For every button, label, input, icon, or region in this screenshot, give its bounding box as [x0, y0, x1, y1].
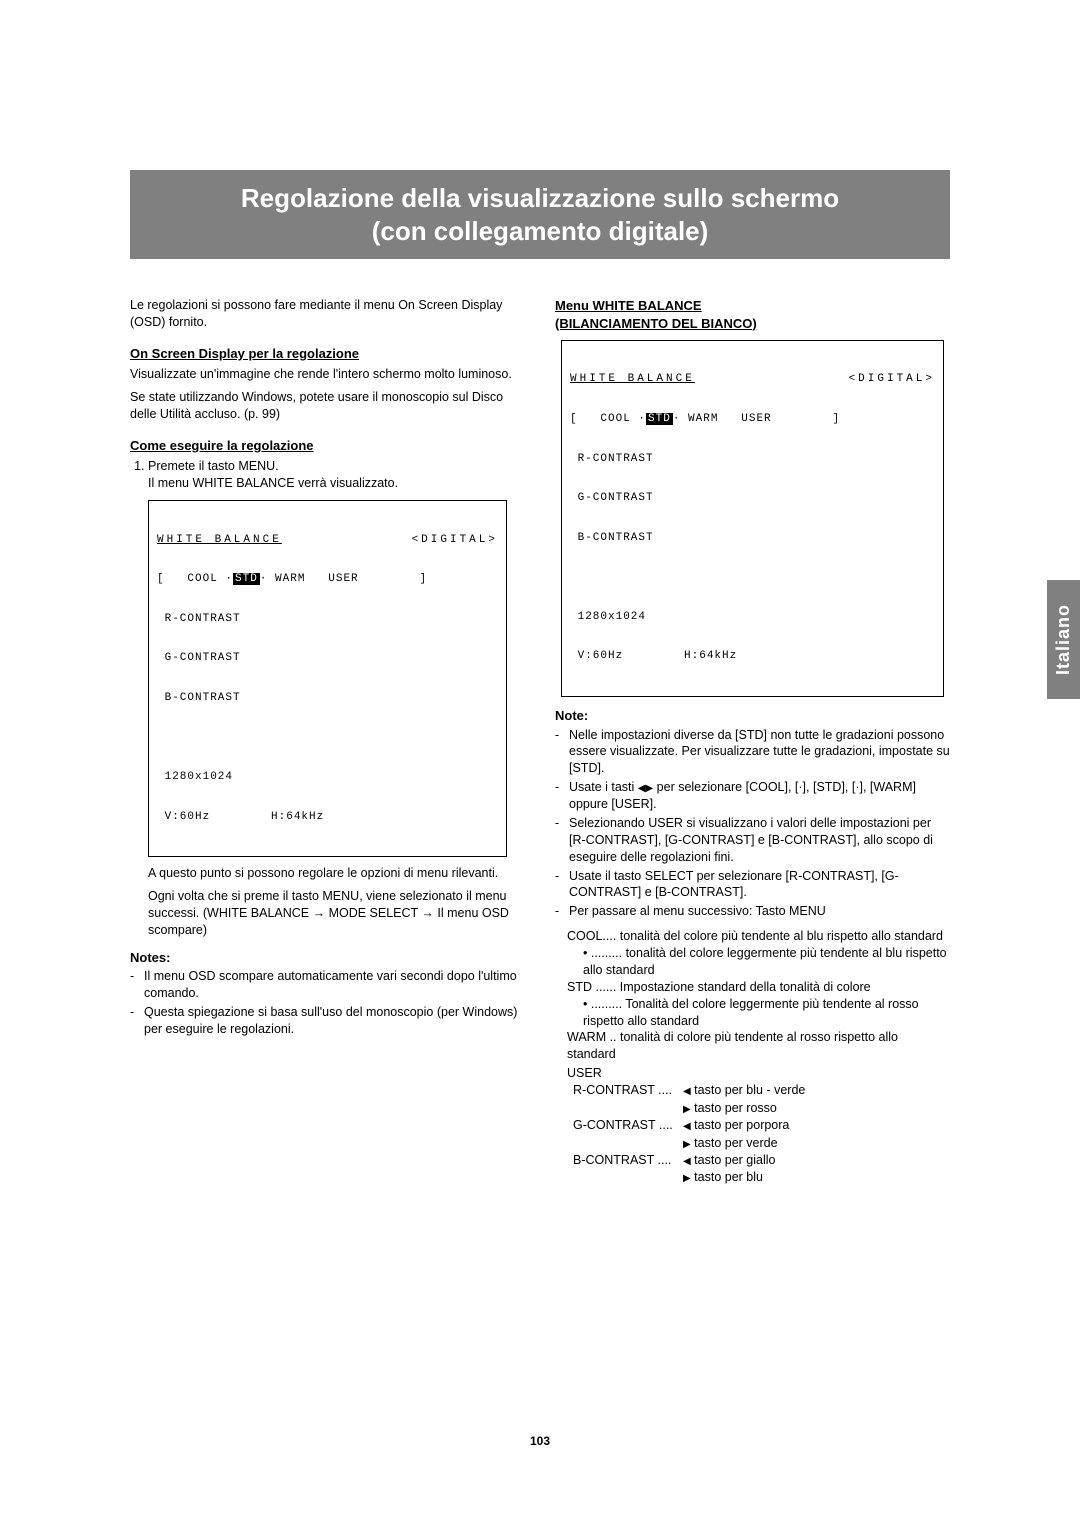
osd-r-contrast-r: R-CONTRAST — [570, 453, 935, 466]
osd-row-pre: [ COOL · — [157, 573, 233, 585]
desc-warm: WARM .. tonalità di colore più tendente … — [567, 1029, 950, 1063]
n2a: Usate i tasti — [569, 780, 638, 794]
rc-label: R-CONTRAST .... — [573, 1082, 683, 1099]
desc-cool-sub: • ......... tonalità del colore leggerme… — [583, 945, 950, 979]
step1b-text: Il menu WHITE BALANCE verrà visualizzato… — [148, 476, 398, 490]
step1-text: Premete il tasto MENU. — [148, 459, 279, 473]
color-descriptions: COOL.... tonalità del colore più tendent… — [561, 928, 950, 1186]
note-item: -Selezionando USER si visualizzano i val… — [555, 815, 950, 866]
notes-list-left: -Il menu OSD scompare automaticamente va… — [130, 968, 525, 1038]
desc-std: STD ...... Impostazione standard della t… — [567, 979, 950, 996]
osd-vh: V:60Hz H:64kHz — [157, 811, 498, 824]
osd-title-r: WHITE BALANCE — [570, 373, 695, 386]
osd-row-post-r: · WARM USER ] — [673, 413, 840, 425]
rc-left: tasto per blu - verde — [691, 1083, 806, 1097]
step-1: Premete il tasto MENU. Il menu WHITE BAL… — [148, 458, 525, 492]
left-arrow-icon — [683, 1153, 691, 1167]
osd-preview-left: WHITE BALANCE <DIGITAL> [ COOL ·STD· WAR… — [148, 500, 507, 857]
gc-right: tasto per verde — [691, 1136, 778, 1150]
osd-resolution: 1280x1024 — [157, 771, 498, 784]
gc-label: G-CONTRAST .... — [573, 1117, 683, 1134]
b-contrast-row: B-CONTRAST .... tasto per giallo — [573, 1152, 950, 1169]
osd-g-contrast-r: G-CONTRAST — [570, 492, 935, 505]
note-item: - Usate i tasti per selezionare [COOL], … — [555, 779, 950, 813]
right-arrow-icon — [683, 1101, 691, 1115]
after-osd-p2: Ogni volta che si preme il tasto MENU, v… — [148, 888, 525, 939]
left-arrow-icon — [683, 1083, 691, 1097]
g-contrast-sub: tasto per verde — [683, 1135, 950, 1152]
intro-text: Le regolazioni si possono fare mediante … — [130, 297, 525, 331]
page-title: Regolazione della visualizzazione sullo … — [148, 182, 932, 247]
after-osd-p1: A questo punto si possono regolare le op… — [148, 865, 525, 882]
osd-b-contrast: B-CONTRAST — [157, 692, 498, 705]
heading-osd-adjust: On Screen Display per la regolazione — [130, 345, 525, 363]
desc-std-sub: • ......... Tonalità del colore leggerme… — [583, 996, 950, 1030]
right-arrow-icon — [683, 1136, 691, 1150]
b-contrast-sub: tasto per blu — [683, 1169, 950, 1186]
osd-resolution-r: 1280x1024 — [570, 611, 935, 624]
title-l1: Regolazione della visualizzazione sullo … — [241, 183, 839, 213]
osd-b-contrast-r: B-CONTRAST — [570, 532, 935, 545]
left-column: Le regolazioni si possono fare mediante … — [130, 297, 525, 1186]
page-number: 103 — [0, 1434, 1080, 1448]
rc-right: tasto per rosso — [691, 1101, 777, 1115]
heading-menu-wb: Menu WHITE BALANCE (BILANCIAMENTO DEL BI… — [555, 297, 950, 332]
gc-left: tasto per porpora — [691, 1118, 790, 1132]
bc-right: tasto per blu — [691, 1170, 763, 1184]
desc-cool: COOL.... tonalità del colore più tendent… — [567, 928, 950, 945]
left-arrow-icon — [683, 1118, 691, 1132]
note-heading-right: Note: — [555, 707, 950, 725]
r-contrast-sub: tasto per rosso — [683, 1100, 950, 1117]
right-column: Menu WHITE BALANCE (BILANCIAMENTO DEL BI… — [555, 297, 950, 1186]
osd-std-r: STD — [646, 413, 673, 425]
osd-digital-label: <DIGITAL> — [412, 534, 498, 547]
title-l2: (con collegamento digitale) — [372, 216, 709, 246]
content-columns: Le regolazioni si possono fare mediante … — [130, 297, 950, 1186]
osd-row-post: · WARM USER ] — [260, 573, 427, 585]
r-contrast-row: R-CONTRAST .... tasto per blu - verde — [573, 1082, 950, 1099]
right-arrow-icon — [683, 1170, 691, 1184]
osd-preview-right: WHITE BALANCE <DIGITAL> [ COOL ·STD· WAR… — [561, 340, 944, 697]
bc-left: tasto per giallo — [691, 1153, 776, 1167]
menu-wb-l1: Menu WHITE BALANCE — [555, 298, 702, 313]
note-item: -Usate il tasto SELECT per selezionare [… — [555, 868, 950, 902]
osd-vh-r: V:60Hz H:64kHz — [570, 650, 935, 663]
title-banner: Regolazione della visualizzazione sullo … — [130, 170, 950, 259]
osd-digital-r: <DIGITAL> — [849, 373, 935, 386]
osd-title: WHITE BALANCE — [157, 534, 282, 547]
osd-adjust-p1: Visualizzate un'immagine che rende l'int… — [130, 366, 525, 383]
menu-wb-l2: (BILANCIAMENTO DEL BIANCO) — [555, 316, 757, 331]
steps-list: Premete il tasto MENU. Il menu WHITE BAL… — [148, 458, 525, 492]
desc-user: USER — [567, 1065, 950, 1082]
language-tab: Italiano — [1047, 580, 1080, 699]
osd-row-pre-r: [ COOL · — [570, 413, 646, 425]
osd-g-contrast: G-CONTRAST — [157, 652, 498, 665]
osd-std-selected: STD — [233, 573, 260, 585]
notes-heading-left: Notes: — [130, 949, 525, 967]
note-item: -Questa spiegazione si basa sull'uso del… — [130, 1004, 525, 1038]
bc-label: B-CONTRAST .... — [573, 1152, 683, 1169]
notes-list-right: -Nelle impostazioni diverse da [STD] non… — [555, 727, 950, 921]
osd-r-contrast: R-CONTRAST — [157, 613, 498, 626]
note-item: -Per passare al menu successivo: Tasto M… — [555, 903, 950, 920]
heading-how-adjust: Come eseguire la regolazione — [130, 437, 525, 455]
note-item: -Il menu OSD scompare automaticamente va… — [130, 968, 525, 1002]
g-contrast-row: G-CONTRAST .... tasto per porpora — [573, 1117, 950, 1134]
osd-adjust-p2: Se state utilizzando Windows, potete usa… — [130, 389, 525, 423]
note-item: -Nelle impostazioni diverse da [STD] non… — [555, 727, 950, 778]
